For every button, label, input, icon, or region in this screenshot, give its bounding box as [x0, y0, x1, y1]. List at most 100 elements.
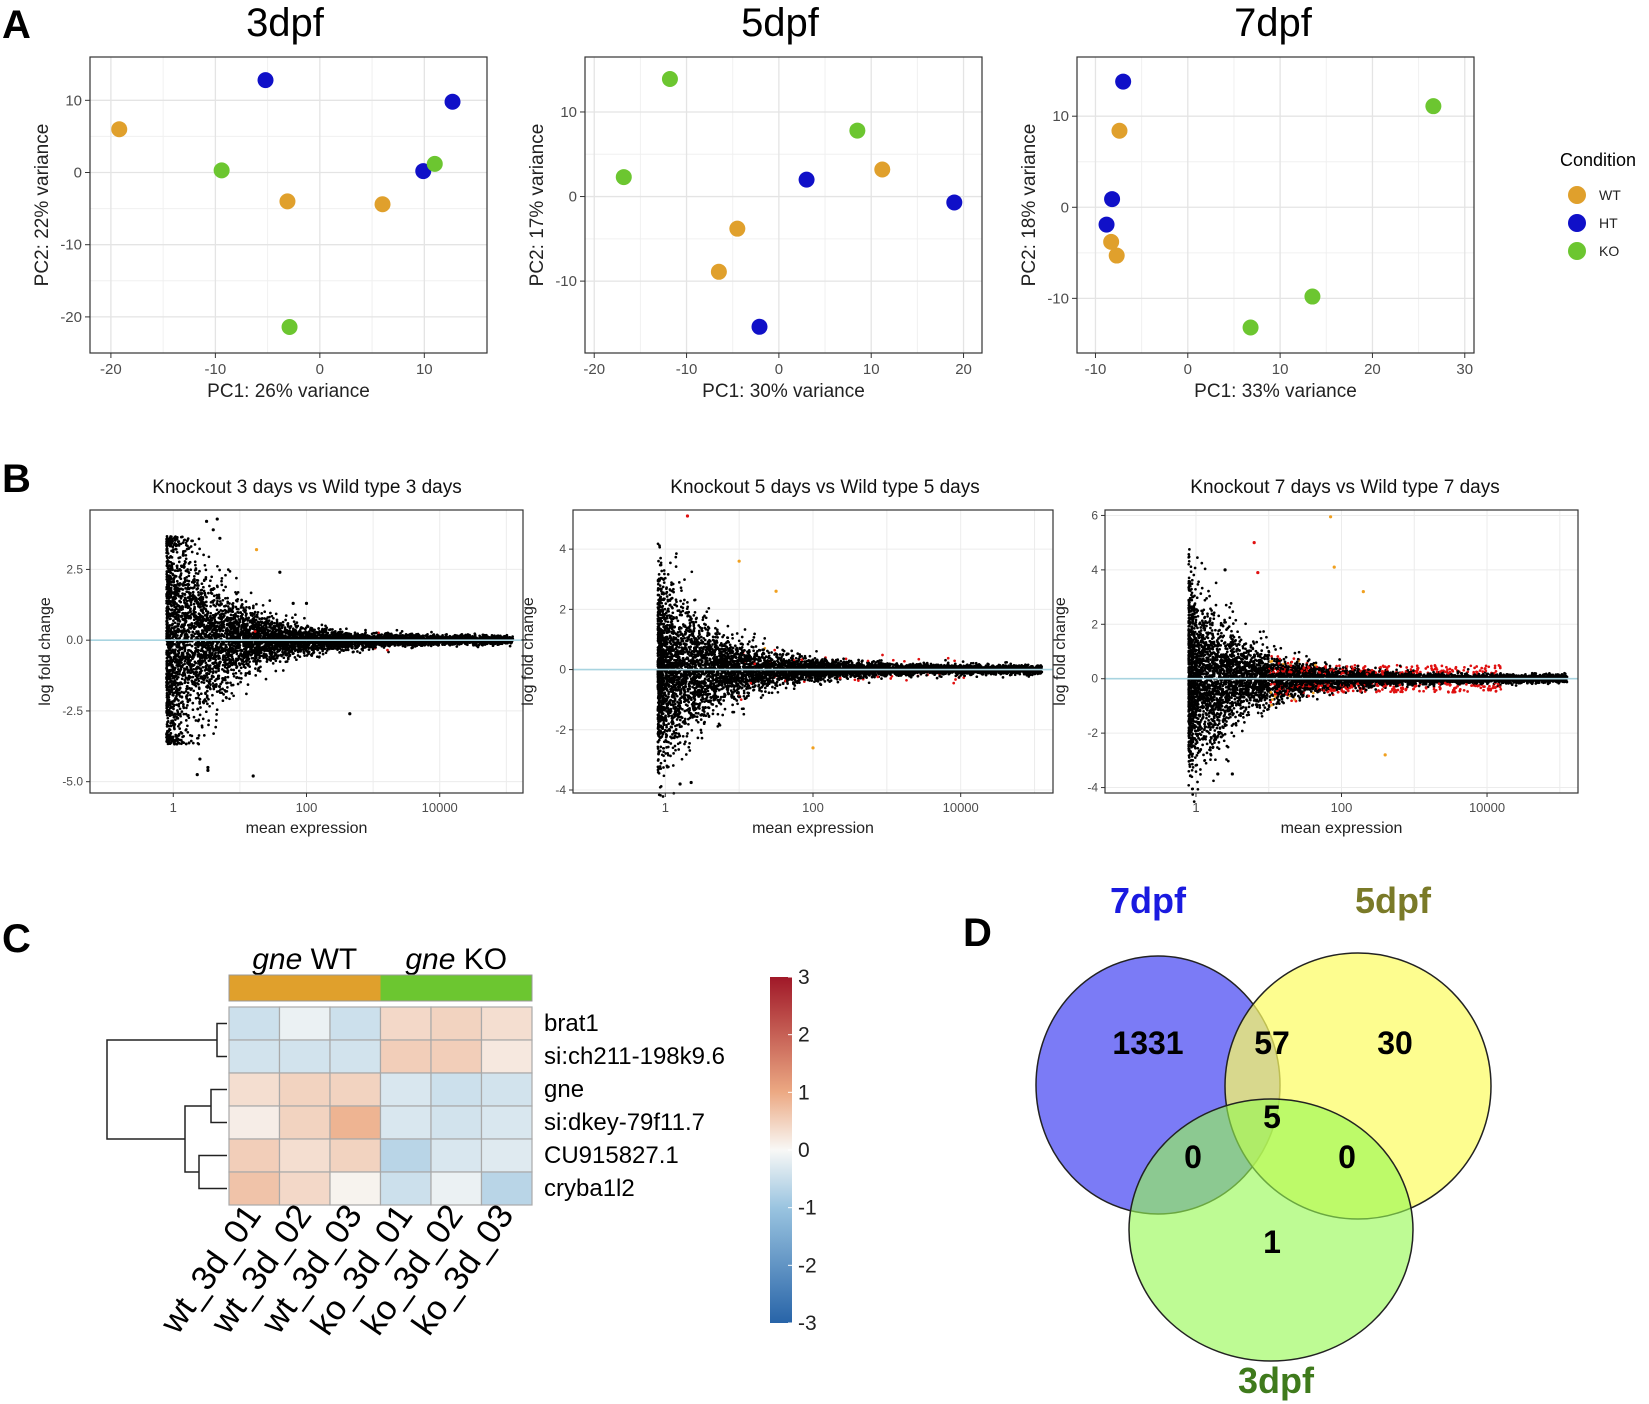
gene-point: [249, 647, 252, 651]
gene-point: [331, 628, 334, 631]
gene-point: [294, 613, 297, 617]
gene-point: [217, 593, 221, 597]
gene-point: [182, 712, 186, 716]
gene-point: [180, 647, 184, 651]
y-tick-label: 10: [560, 104, 577, 121]
gene-point: [232, 668, 236, 672]
panel-letter-a: A: [2, 3, 31, 47]
gene-point: [179, 569, 183, 572]
gene-point: [298, 655, 302, 659]
gene-point: [320, 623, 324, 627]
data-point-wt: [729, 220, 746, 237]
gene-point: [167, 560, 171, 564]
gene-point: [172, 619, 175, 622]
gene-point: [174, 670, 178, 674]
data-point-ko: [1304, 288, 1321, 305]
gene-point: [199, 706, 202, 709]
gene-point: [250, 656, 254, 660]
gene-point: [246, 655, 250, 658]
gene-point: [198, 643, 202, 647]
gene-point: [166, 552, 170, 555]
gene-point: [235, 676, 239, 679]
gene-point: [258, 659, 261, 663]
gene-point: [282, 656, 286, 660]
gene-point: [194, 641, 198, 645]
gene-point: [222, 588, 225, 592]
gene-point: [267, 619, 271, 622]
gene-point: [229, 681, 232, 685]
gene-point: [236, 615, 239, 618]
gene-point: [186, 681, 190, 685]
gene-point: [184, 690, 188, 693]
y-tick-label: 0: [569, 189, 577, 206]
gene-point: [221, 699, 225, 703]
gene-point: [191, 590, 195, 594]
gene-point: [217, 596, 221, 600]
gene-point: [208, 704, 211, 708]
gene-point: [189, 693, 192, 697]
gene-point: [202, 589, 206, 593]
gene-point: [248, 660, 251, 664]
gene-point: [212, 594, 216, 598]
gene-point: [209, 600, 213, 604]
gene-point: [184, 719, 188, 722]
gene-point: [232, 674, 236, 678]
gene-point: [165, 713, 169, 717]
gene-point: [235, 607, 239, 611]
gene-point: [224, 573, 227, 577]
gene-point: [245, 605, 248, 609]
gene-point: [209, 604, 212, 608]
gene-point: [244, 672, 248, 675]
gene-point: [202, 734, 206, 737]
x-tick-label: 20: [955, 361, 972, 378]
gene-point: [184, 553, 188, 557]
gene-point: [192, 575, 196, 578]
gene-point: [263, 610, 267, 614]
data-point-ko: [615, 169, 632, 186]
gene-point: [220, 577, 224, 580]
gene-point: [275, 618, 279, 622]
x-tick-label: -20: [100, 361, 122, 378]
data-point-ko: [1242, 319, 1259, 336]
gene-point: [281, 650, 284, 654]
gene-point: [473, 633, 477, 637]
gene-point: [237, 676, 241, 680]
gene-point: [358, 651, 362, 655]
gene-point: [214, 670, 218, 674]
data-point-wt: [710, 263, 727, 280]
x-tick-label: 10: [863, 361, 880, 378]
gene-point: [214, 719, 218, 722]
gene-point: [174, 718, 177, 721]
gene-point: [242, 665, 246, 669]
gene-point: [177, 556, 181, 560]
gene-point: [175, 550, 179, 554]
plot-frame: [89, 56, 488, 354]
gene-point: [196, 581, 199, 585]
data-point-wt: [279, 193, 296, 210]
gene-point: [435, 633, 439, 637]
gene-point: [259, 665, 262, 669]
legend-label: HT: [1599, 215, 1618, 231]
gene-point: [214, 725, 218, 729]
gene-point: [215, 713, 218, 716]
gene-point: [196, 572, 200, 575]
gene-point: [282, 634, 286, 638]
gene-point: [186, 537, 190, 540]
gene-point: [221, 598, 225, 602]
gene-point: [186, 651, 189, 655]
gene-point: [171, 622, 175, 626]
plot-frame: [584, 56, 983, 354]
gene-point: [203, 614, 207, 617]
gene-point: [186, 544, 189, 548]
gene-point: [180, 742, 183, 746]
gene-point: [184, 587, 187, 590]
gene-point: [184, 742, 188, 746]
gene-point: [177, 655, 181, 659]
gene-point: [196, 552, 199, 555]
gene-point: [194, 719, 198, 722]
gene-point: [283, 628, 287, 631]
gene-point: [303, 654, 306, 657]
gene-point: [175, 579, 179, 583]
